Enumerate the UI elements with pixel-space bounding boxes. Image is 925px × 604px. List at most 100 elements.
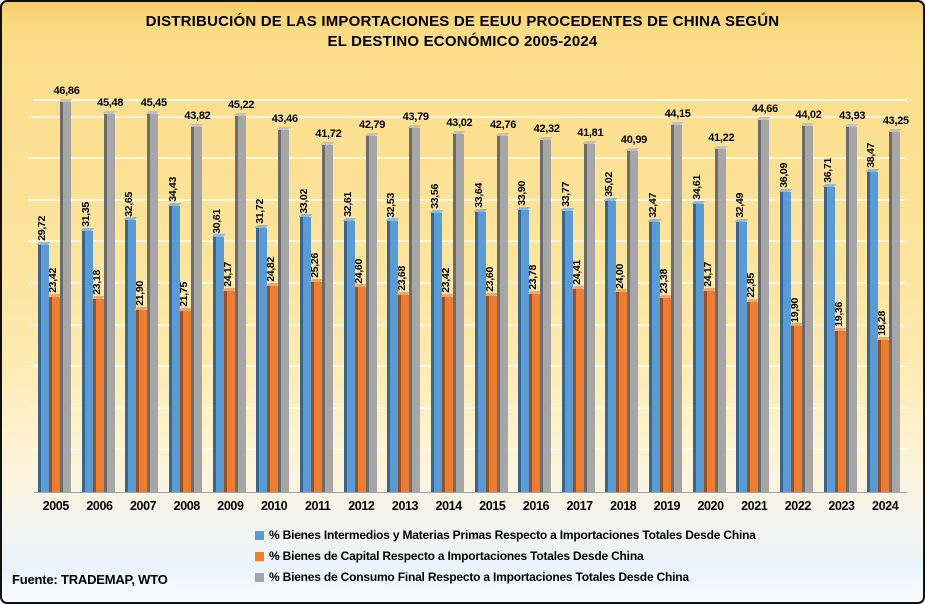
legend-item-consumo: % Bienes de Consumo Final Respecto a Imp… (255, 570, 756, 584)
value-label-capital-2017: 24,41 (570, 260, 583, 285)
bar-capital-2019 (658, 294, 673, 492)
value-label-intermedios-2019: 32,47 (647, 193, 660, 218)
x-axis-label-2024: 2024 (872, 499, 899, 513)
bar-capital-2018 (614, 289, 629, 492)
bar-top-face (691, 201, 706, 205)
value-label-capital-2016: 23,78 (527, 265, 540, 291)
x-axis-label-2018: 2018 (610, 499, 637, 513)
bar-top-face (80, 228, 95, 232)
bar-consumo-2014 (451, 131, 466, 492)
bar-top-face (276, 127, 291, 131)
x-axis-label-2015: 2015 (479, 499, 506, 513)
legend-label-intermedios: % Bienes Intermedios y Materias Primas R… (269, 528, 756, 542)
value-label-capital-2015: 23,60 (483, 266, 496, 292)
bar-top-face (298, 214, 313, 218)
bar-capital-2017 (571, 285, 586, 492)
bar-top-face (58, 99, 73, 103)
bar-group-2005: 29,72 23,42 46,86 2005 (34, 85, 80, 513)
bar-intermedios-2013 (385, 218, 400, 492)
bar-consumo-2022 (800, 122, 815, 492)
bar-top-face (778, 188, 793, 192)
bar-consumo-2017 (582, 141, 597, 492)
chart-title-line1: DISTRIBUCIÓN DE LAS IMPORTACIONES DE EEU… (145, 13, 780, 30)
bar-group-2012: 32,61 24,60 42,79 2012 (340, 101, 386, 513)
bar-consumo-2009 (233, 112, 248, 492)
bar-top-face (495, 133, 509, 137)
bar-top-face (734, 218, 749, 222)
chart-title: DISTRIBUCIÓN DE LAS IMPORTACIONES DE EEU… (2, 12, 923, 51)
legend-label-capital: % Bienes de Capital Respecto a Importaci… (269, 549, 644, 563)
legend-label-consumo: % Bienes de Consumo Final Respecto a Imp… (269, 570, 689, 584)
x-axis-label-2012: 2012 (348, 499, 375, 513)
bar-intermedios-2007 (123, 217, 138, 492)
bar-group-2018: 35,02 24,00 40,99 2018 (601, 101, 647, 513)
bar-capital-2012 (353, 284, 368, 492)
bar-consumo-2020 (713, 146, 728, 492)
bar-capital-2016 (527, 291, 542, 492)
bar-top-face (211, 234, 226, 238)
bar-top-face (669, 121, 684, 125)
bar-intermedios-2015 (473, 209, 487, 492)
bar-top-face (800, 122, 815, 126)
value-label-consumo-2021: 44,66 (751, 103, 778, 116)
x-axis-label-2007: 2007 (130, 499, 157, 513)
bar-consumo-2019 (669, 121, 684, 492)
bar-group-2016: 33,90 23,78 42,32 2016 (514, 101, 560, 513)
legend-item-capital: % Bienes de Capital Respecto a Importaci… (255, 549, 756, 563)
bar-capital-2015 (484, 292, 498, 492)
x-axis-label-2009: 2009 (217, 499, 244, 513)
bar-top-face (603, 197, 618, 201)
bar-intermedios-2016 (516, 206, 531, 492)
bar-capital-2005 (47, 294, 62, 492)
x-axis-label-2011: 2011 (304, 499, 331, 513)
gridline (28, 323, 907, 326)
gridline (28, 282, 907, 285)
value-label-capital-2022: 19,90 (789, 297, 802, 323)
bar-capital-2024 (876, 336, 891, 492)
x-axis-label-2022: 2022 (784, 499, 812, 513)
value-label-consumo-2017: 41,81 (577, 127, 604, 140)
bar-group-2023: 36,71 19,36 43,93 2023 (820, 101, 866, 513)
value-label-intermedios-2008: 34,43 (166, 176, 179, 202)
value-label-consumo-2024: 43,25 (882, 115, 909, 128)
value-label-intermedios-2007: 32,65 (123, 191, 136, 217)
bar-consumo-2013 (407, 124, 422, 492)
bar-capital-2020 (702, 287, 717, 492)
source-note: Fuente: TRADEMAP, WTO (12, 572, 168, 587)
value-label-consumo-2009: 45,22 (228, 98, 255, 111)
bar-intermedios-2010 (254, 225, 269, 492)
value-label-consumo-2020: 41,22 (708, 132, 735, 145)
value-label-capital-2020: 24,17 (701, 262, 714, 287)
bar-consumo-2018 (625, 148, 640, 492)
bar-consumo-2011 (320, 141, 335, 492)
bar-group-2009: 30,61 24,17 45,22 2009 (209, 98, 255, 513)
value-label-capital-2023: 19,36 (832, 302, 845, 327)
bar-intermedios-2014 (429, 209, 444, 492)
value-label-intermedios-2016: 33,90 (516, 181, 529, 206)
bar-top-face (123, 217, 138, 221)
plot-area: 29,72 23,42 46,86 2005 31,35 23,18 45,48 2006 32… (28, 85, 909, 513)
bar-top-face (625, 148, 640, 151)
bar-top-face (102, 110, 117, 114)
legend: % Bienes Intermedios y Materias Primas R… (255, 528, 756, 584)
bar-intermedios-2009 (211, 234, 226, 492)
bar-group-2017: 33,77 24,41 41,81 2017 (558, 101, 604, 513)
bar-capital-2021 (745, 298, 760, 492)
value-label-intermedios-2012: 32,61 (341, 191, 354, 217)
bar-group-2006: 31,35 23,18 45,48 2006 (78, 97, 124, 513)
value-label-intermedios-2014: 33,56 (428, 184, 441, 209)
value-label-intermedios-2015: 33,64 (472, 183, 485, 209)
value-label-capital-2013: 23,68 (396, 266, 409, 292)
bar-top-face (516, 206, 531, 210)
value-label-intermedios-2023: 36,71 (821, 157, 834, 183)
legend-swatch-blue-icon (255, 530, 264, 540)
bar-capital-2023 (833, 327, 848, 492)
x-axis-label-2010: 2010 (260, 499, 288, 513)
bar-top-face (822, 183, 837, 187)
bar-top-face (560, 208, 575, 212)
x-axis-label-2013: 2013 (391, 499, 419, 513)
bar-group-2020: 34,61 24,17 41,22 2020 (689, 101, 735, 513)
bar-top-face (647, 218, 662, 222)
bar-top-face (887, 129, 902, 133)
